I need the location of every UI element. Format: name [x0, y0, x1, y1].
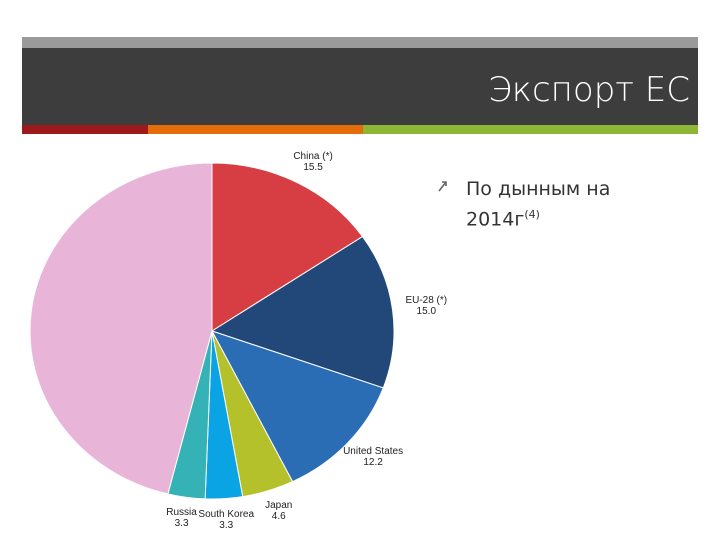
slice-label: China (*): [293, 151, 333, 163]
pie-slice: [211, 162, 364, 332]
slice-value: 15.5: [303, 162, 323, 174]
slice-value: 4.6: [271, 510, 286, 522]
accent-orange: [148, 125, 363, 134]
bullet-icon: [438, 181, 447, 192]
slice-value: 12.2: [363, 456, 383, 468]
pie-slice: [210, 330, 384, 483]
slice-value: 3.3: [219, 519, 234, 531]
slice-value: 15.0: [416, 306, 437, 318]
slice-label: EU-28 (*): [405, 295, 448, 307]
bullet-text: По дынным на 2014г(4): [466, 176, 666, 232]
accent-green: [363, 125, 698, 134]
pie-slice: [210, 235, 395, 389]
bullet-line: По дынным на 2014г: [466, 178, 611, 231]
title-band: [22, 48, 698, 125]
slice-label: South Korea: [198, 508, 255, 520]
footnote-ref: (4): [524, 208, 540, 221]
slice-label: United States: [343, 445, 404, 457]
slide-title: Экспорт ЕС: [488, 70, 690, 110]
slice-label: Japan: [265, 499, 293, 511]
top-band: [22, 37, 698, 48]
slice-label: Russia: [166, 507, 197, 519]
slice-value: 3.3: [174, 518, 189, 530]
accent-red: [22, 125, 148, 134]
pie-slice: [29, 162, 213, 495]
